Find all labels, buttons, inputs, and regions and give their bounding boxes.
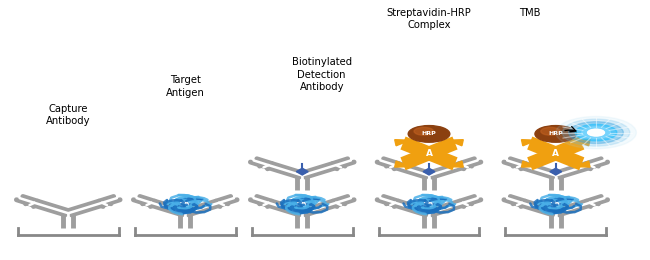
Polygon shape	[575, 140, 590, 146]
Text: Biotinylated
Detection
Antibody: Biotinylated Detection Antibody	[292, 57, 352, 92]
Circle shape	[535, 126, 577, 142]
Circle shape	[541, 127, 560, 135]
Circle shape	[556, 116, 636, 149]
Circle shape	[569, 122, 623, 144]
Text: TMB: TMB	[519, 8, 541, 18]
Text: HRP: HRP	[422, 131, 436, 137]
Polygon shape	[550, 168, 562, 175]
Circle shape	[408, 126, 450, 142]
Polygon shape	[521, 161, 537, 167]
Text: A: A	[426, 149, 432, 158]
Polygon shape	[423, 168, 435, 175]
Circle shape	[582, 127, 610, 138]
Polygon shape	[395, 161, 410, 167]
Text: A: A	[552, 149, 559, 158]
Polygon shape	[575, 161, 590, 167]
Polygon shape	[448, 140, 463, 146]
Circle shape	[588, 129, 604, 136]
Polygon shape	[521, 140, 537, 146]
Circle shape	[588, 129, 604, 136]
Text: Streptavidin-HRP
Complex: Streptavidin-HRP Complex	[387, 8, 471, 30]
Circle shape	[414, 127, 434, 135]
Text: Capture
Antibody: Capture Antibody	[46, 104, 90, 126]
Polygon shape	[448, 161, 463, 167]
Circle shape	[562, 119, 630, 146]
Circle shape	[575, 124, 617, 141]
Text: Target
Antigen: Target Antigen	[166, 75, 205, 98]
Text: HRP: HRP	[549, 131, 563, 137]
Polygon shape	[395, 140, 410, 146]
Polygon shape	[296, 168, 308, 175]
